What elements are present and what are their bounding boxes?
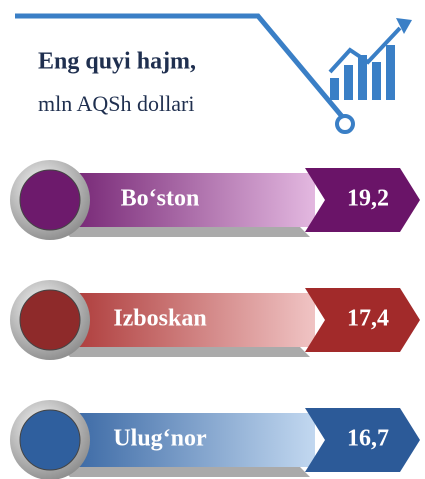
decor-line — [15, 13, 347, 122]
value-tag — [305, 168, 420, 232]
item-value: 16,7 — [347, 426, 389, 452]
badge — [19, 409, 81, 471]
growth-icon — [328, 18, 412, 100]
value-tag — [305, 288, 420, 352]
badge — [19, 169, 81, 231]
item-value: 19,2 — [347, 186, 389, 212]
bar — [50, 173, 315, 227]
subtitle: mln AQSh dollari — [38, 91, 194, 116]
bar-shadow — [60, 347, 310, 357]
bar-shadow — [60, 227, 310, 237]
ranking-list: Bo‘ston 19,2 Izboskan 17,4 Ulug‘nor 16,7 — [10, 160, 420, 479]
decor-dot — [335, 114, 355, 134]
value-tag — [305, 408, 420, 472]
title: Eng quyi hajm, — [38, 49, 196, 75]
item-name: Izboskan — [113, 306, 206, 332]
bar — [50, 413, 315, 467]
badge — [19, 289, 81, 351]
item-name: Ulug‘nor — [113, 426, 207, 452]
item-name: Bo‘ston — [121, 186, 200, 212]
item-value: 17,4 — [347, 306, 389, 332]
bar-shadow — [60, 467, 310, 477]
bar — [50, 293, 315, 347]
